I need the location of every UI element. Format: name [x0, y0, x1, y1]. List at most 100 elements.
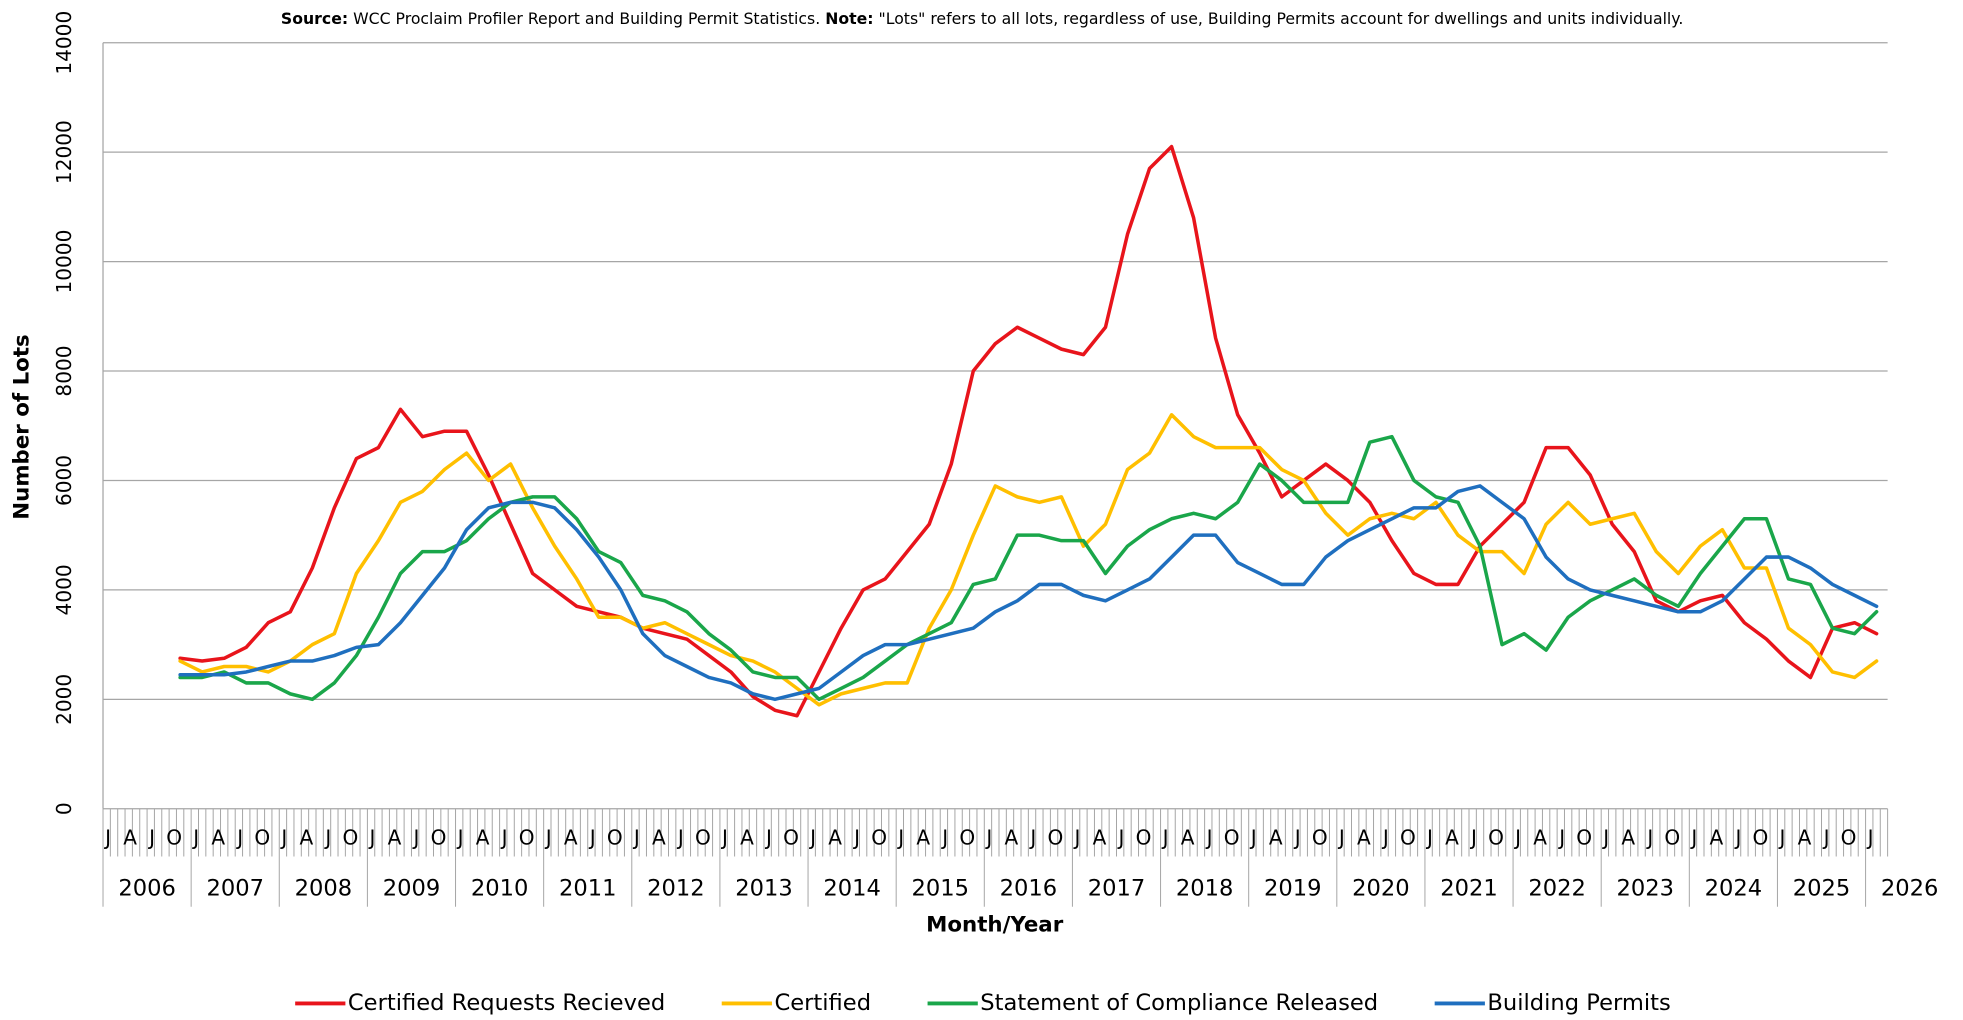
x-tick-label: O — [519, 825, 535, 849]
x-tick-label: J — [323, 825, 331, 849]
x-tick-label: J — [720, 825, 728, 849]
year-label: 2025 — [1793, 876, 1850, 902]
year-label: 2020 — [1352, 876, 1409, 902]
x-tick-label: O — [695, 825, 711, 849]
x-tick-label: A — [1357, 825, 1371, 849]
x-tick-label: J — [1337, 825, 1345, 849]
year-label: 2012 — [647, 876, 705, 902]
x-tick-label: A — [1621, 825, 1635, 849]
x-tick-label: O — [1136, 825, 1152, 849]
year-label: 2009 — [383, 876, 441, 902]
x-tick-label: J — [191, 825, 199, 849]
year-label: 2006 — [118, 876, 175, 902]
x-tick-label: J — [1425, 825, 1433, 849]
x-tick-label: O — [1400, 825, 1416, 849]
x-tick-label: J — [1822, 825, 1830, 849]
legend-label: Building Permits — [1487, 990, 1670, 1016]
x-tick-label: A — [828, 825, 842, 849]
x-axis-title: Month/Year — [926, 913, 1064, 938]
x-tick-label: O — [871, 825, 887, 849]
y-tick-label: 10000 — [52, 230, 76, 294]
x-tick-label: J — [1557, 825, 1565, 849]
x-tick-label: A — [652, 825, 666, 849]
legend-label: Certified Requests Recieved — [348, 990, 665, 1016]
y-tick-label: 0 — [52, 802, 76, 815]
x-tick-label: A — [211, 825, 225, 849]
year-label: 2026 — [1881, 876, 1939, 902]
x-tick-label: J — [279, 825, 287, 849]
y-tick-label: 6000 — [52, 455, 76, 506]
legend: Certified Requests Recieved Certified Stat… — [295, 990, 1671, 1016]
x-tick-label: J — [1645, 825, 1653, 849]
x-tick-label: A — [1533, 825, 1547, 849]
x-tick-label: O — [1753, 825, 1769, 849]
x-tick-label: A — [123, 825, 137, 849]
x-tick-label: J — [235, 825, 243, 849]
x-tick-label: J — [147, 825, 155, 849]
year-label: 2015 — [911, 876, 968, 902]
y-tick-label: 2000 — [52, 674, 76, 725]
x-tick-label: J — [1513, 825, 1521, 849]
x-tick-label: J — [808, 825, 816, 849]
x-tick-label: J — [1117, 825, 1125, 849]
source-text: WCC Proclaim Profiler Report and Buildin… — [353, 8, 820, 27]
year-label: 2017 — [1088, 876, 1146, 902]
legend-label: Certified — [774, 990, 871, 1016]
x-tick-label: O — [1312, 825, 1328, 849]
source-note: Source: WCC Proclaim Profiler Report and… — [281, 8, 1683, 27]
year-label: 2019 — [1264, 876, 1322, 902]
x-tick-label: J — [1205, 825, 1213, 849]
y-tick-label: 12000 — [52, 120, 76, 184]
x-tick-label: O — [254, 825, 270, 849]
x-tick-label: A — [1710, 825, 1724, 849]
series-line — [178, 434, 1879, 702]
y-tick-label: 14000 — [52, 11, 76, 75]
x-tick-label: J — [1249, 825, 1257, 849]
x-tick-label: A — [299, 825, 313, 849]
x-tick-label: A — [1004, 825, 1018, 849]
x-tick-label: J — [1293, 825, 1301, 849]
year-label: 2014 — [823, 876, 881, 902]
year-label: 2016 — [1000, 876, 1058, 902]
x-tick-label: O — [1224, 825, 1240, 849]
source-label: Source: — [281, 8, 348, 27]
x-tick-label: O — [959, 825, 975, 849]
x-tick-label: J — [1601, 825, 1609, 849]
x-tick-label: A — [476, 825, 490, 849]
x-tick-label: O — [342, 825, 358, 849]
year-label: 2018 — [1176, 876, 1234, 902]
year-label: 2023 — [1617, 876, 1675, 902]
x-tick-label: J — [676, 825, 684, 849]
x-tick-label: A — [1445, 825, 1459, 849]
year-label: 2011 — [559, 876, 617, 902]
year-label: 2008 — [295, 876, 353, 902]
x-tick-label: J — [1161, 825, 1169, 849]
series-line — [178, 413, 1879, 707]
x-tick-label: O — [1488, 825, 1504, 849]
year-label: 2007 — [206, 876, 264, 902]
x-tick-label: J — [103, 825, 111, 849]
x-tick-label: J — [1866, 825, 1874, 849]
x-tick-label: J — [764, 825, 772, 849]
year-label: 2013 — [735, 876, 793, 902]
x-tick-label: J — [1733, 825, 1741, 849]
x-tick-label: J — [412, 825, 420, 849]
series-line — [178, 484, 1879, 702]
year-label: 2024 — [1705, 876, 1763, 902]
x-tick-label: J — [940, 825, 948, 849]
x-tick-label: J — [896, 825, 904, 849]
x-tick-label: O — [783, 825, 799, 849]
x-tick-label: J — [367, 825, 375, 849]
x-tick-label: A — [740, 825, 754, 849]
note-text: "Lots" refers to all lots, regardless of… — [879, 8, 1684, 27]
x-tick-label: O — [166, 825, 182, 849]
x-tick-label: J — [852, 825, 860, 849]
year-label: 2021 — [1440, 876, 1497, 902]
x-tick-label: J — [632, 825, 640, 849]
y-axis-title: Number of Lots — [10, 334, 35, 519]
x-tick-label: J — [500, 825, 508, 849]
y-tick-label: 4000 — [52, 564, 76, 615]
x-tick-label: J — [456, 825, 464, 849]
